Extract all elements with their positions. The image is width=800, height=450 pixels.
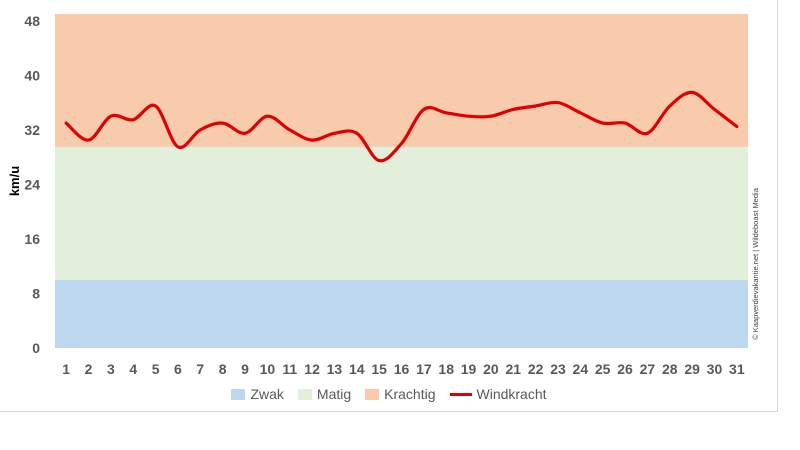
x-tick-label: 27 bbox=[640, 361, 656, 377]
band-matig bbox=[55, 146, 748, 280]
x-tick-label: 13 bbox=[327, 361, 343, 377]
y-tick-label: 16 bbox=[24, 231, 40, 247]
x-tick-label: 5 bbox=[152, 361, 160, 377]
x-tick-label: 14 bbox=[349, 361, 365, 377]
x-tick-label: 11 bbox=[282, 361, 297, 377]
x-tick-label: 12 bbox=[304, 361, 320, 377]
y-tick-label: 48 bbox=[24, 13, 40, 29]
legend-swatch-zwak bbox=[231, 388, 246, 400]
x-tick-label: 4 bbox=[129, 361, 137, 377]
credit-text: © Kaapverdievakantie.net | Wildeboast Me… bbox=[751, 187, 760, 340]
legend-label-matig: Matig bbox=[316, 386, 352, 402]
x-tick-label: 1 bbox=[62, 361, 70, 377]
y-tick-label: 24 bbox=[24, 176, 40, 192]
x-tick-label: 2 bbox=[85, 361, 93, 377]
legend-label-windkracht: Windkracht bbox=[476, 386, 547, 402]
x-tick-label: 20 bbox=[483, 361, 499, 377]
x-tick-label: 10 bbox=[260, 361, 276, 377]
x-tick-label: 29 bbox=[684, 361, 700, 377]
legend-swatch-matig bbox=[297, 388, 312, 400]
y-tick-label: 8 bbox=[32, 285, 40, 301]
x-tick-label: 19 bbox=[461, 361, 477, 377]
x-tick-label: 6 bbox=[174, 361, 182, 377]
legend-item-zwak: Zwak bbox=[231, 386, 284, 402]
y-tick-label: 32 bbox=[24, 122, 40, 138]
legend-swatch-krachtig bbox=[365, 388, 380, 400]
x-tick-label: 9 bbox=[241, 361, 249, 377]
x-tick-label: 8 bbox=[219, 361, 227, 377]
legend-item-krachtig: Krachtig bbox=[365, 386, 436, 402]
x-tick-label: 23 bbox=[550, 361, 566, 377]
x-tick-label: 21 bbox=[505, 361, 521, 377]
x-tick-label: 22 bbox=[528, 361, 544, 377]
x-axis-ticks: 1 2 3 4 5 6 7 8 9 10 11 12 13 14 15 16 17 18 19 20 21 22 23 24 2… bbox=[62, 361, 745, 377]
x-tick-label: 31 bbox=[729, 361, 745, 377]
series-line-windkracht bbox=[64, 90, 739, 163]
legend-item-windkracht: Windkracht bbox=[449, 386, 547, 402]
legend-label-zwak: Zwak bbox=[250, 386, 284, 402]
legend-label-krachtig: Krachtig bbox=[384, 386, 436, 402]
x-tick-label: 26 bbox=[617, 361, 633, 377]
band-layer bbox=[55, 14, 748, 348]
x-tick-label: 24 bbox=[573, 361, 589, 377]
legend-line-windkracht bbox=[449, 392, 472, 396]
x-tick-label: 25 bbox=[595, 361, 611, 377]
x-tick-label: 7 bbox=[196, 361, 204, 377]
y-tick-label: 40 bbox=[24, 67, 40, 83]
x-tick-label: 30 bbox=[707, 361, 723, 377]
x-tick-label: 28 bbox=[662, 361, 678, 377]
x-tick-label: 16 bbox=[394, 361, 410, 377]
band-krachtig bbox=[55, 14, 748, 147]
y-axis-ticks: 0 8 16 24 32 40 48 bbox=[24, 13, 40, 356]
band-zwak bbox=[55, 279, 748, 348]
legend: Zwak Matig Krachtig Windkracht bbox=[0, 386, 778, 402]
y-tick-label: 0 bbox=[32, 340, 40, 356]
chart-frame bbox=[0, 0, 778, 412]
x-tick-label: 3 bbox=[107, 361, 115, 377]
x-tick-label: 17 bbox=[416, 361, 432, 377]
x-tick-label: 15 bbox=[371, 361, 387, 377]
y-axis-label: km/u bbox=[7, 166, 22, 196]
legend-item-matig: Matig bbox=[297, 386, 352, 402]
x-tick-label: 18 bbox=[438, 361, 454, 377]
